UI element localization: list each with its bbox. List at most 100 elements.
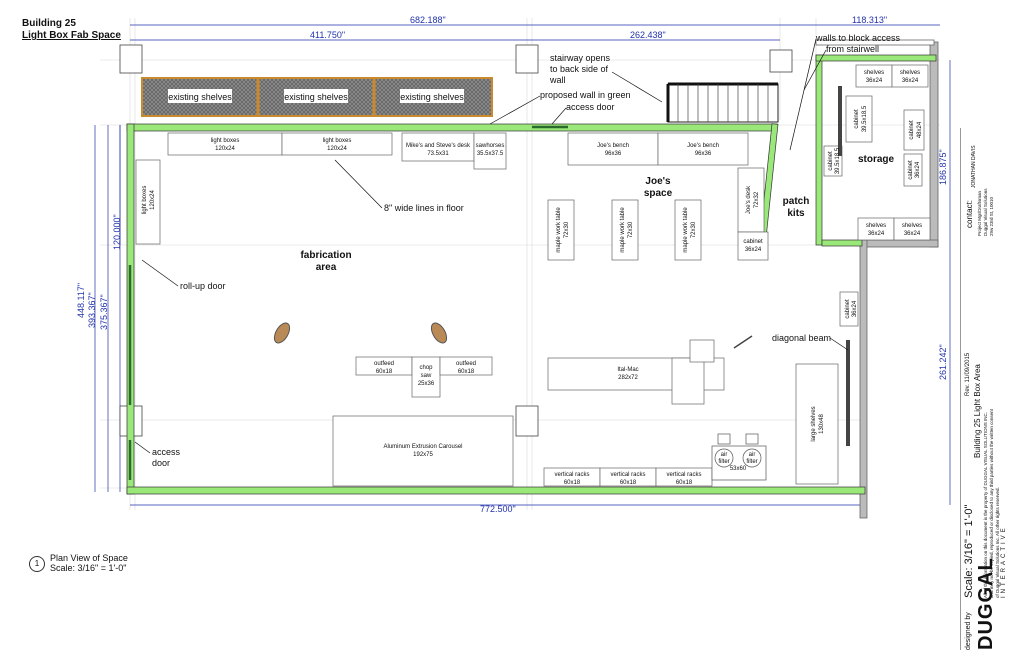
lbl-cab3-a: cabinet (854, 109, 860, 129)
lbl-maple3-a: maple work table (683, 207, 689, 253)
lbl-air1-b: filter (718, 459, 729, 465)
lbl-bench1-b: 96x36 (605, 151, 622, 157)
note-access-door-left-1: access (152, 447, 181, 457)
lbl-chop-c: 25x36 (418, 381, 435, 387)
note-rollup-door: roll-up door (180, 281, 226, 291)
dimension-lines (94, 24, 951, 506)
tb-contact-label: contact: (965, 199, 974, 228)
company-logo: DUGGAL (975, 557, 997, 650)
note-lines-floor: 8" wide lines in floor (384, 203, 464, 213)
lbl-shelves3-b: 36x24 (868, 231, 885, 237)
columns (119, 44, 793, 437)
shelf-label-1: existing shelves (168, 92, 232, 102)
annotations: stairway opens to back side of wall prop… (152, 33, 901, 468)
note-proposed-wall: proposed wall in green (540, 90, 631, 100)
lbl-cab2-a: cabinet (845, 299, 851, 319)
lbl-shelves4-a: shelves (902, 223, 922, 229)
company-logo-sub: INTERACTIVE (1001, 525, 1007, 598)
lbl-outfeed2-a: outfeed (456, 361, 476, 367)
lbl-outfeed1-b: 60x18 (376, 369, 393, 375)
dim-right-bottom: 261.242" (938, 344, 948, 380)
lbl-carousel-b: 192x75 (413, 452, 433, 458)
lbl-vrack1-a: vertical racks (554, 472, 589, 478)
area-patch-2: kits (787, 208, 805, 219)
tb-project: Building 25 Light Box Area (973, 364, 982, 458)
area-joes-2: space (644, 188, 673, 199)
lbl-maple3-b: 72x30 (691, 221, 697, 238)
lbl-air2-b: filter (746, 459, 757, 465)
lbl-lightbox-1a: light boxes (211, 138, 240, 144)
lbl-joesdesk-a: Joe's desk (746, 185, 752, 214)
tb-designed-by: designed by (965, 612, 972, 650)
stairway (666, 82, 779, 123)
view-number: 1 (29, 556, 45, 572)
lbl-bench2-a: Joe's bench (687, 143, 719, 149)
air-filters (711, 433, 767, 481)
dim-top-right: 118.313" (852, 15, 887, 25)
tb-contact-line-1: Project Mgr/Draftsman (977, 190, 982, 236)
drawing-title: Building 25 Light Box Fab Space (22, 18, 121, 42)
area-fabrication-2: area (316, 262, 337, 273)
area-fabrication-1: fabrication (300, 250, 351, 261)
dim-overall-top: 682.188" (410, 15, 446, 25)
lbl-cab1-b: 36x24 (745, 247, 762, 253)
lbl-maple1-b: 72x30 (564, 221, 570, 238)
lbl-air-size: 53x60 (730, 466, 747, 472)
lbl-vrack3-b: 60x18 (676, 480, 693, 486)
note-stairway-2: to back side of (550, 64, 609, 74)
lbl-shelves2-b: 36x24 (902, 78, 919, 84)
title-block: Scale: 3/16" = 1'-0" Rev. 11/09/2015 Bui… (960, 128, 1017, 650)
area-patch-1: patch (783, 196, 810, 207)
lbl-cab5-a: cabinet (909, 120, 915, 140)
lbl-cab6-b: 36x24 (915, 161, 921, 178)
lbl-maple1-a: maple work table (556, 207, 562, 253)
lbl-vrack2-a: vertical racks (610, 472, 645, 478)
dim-left-inner: 375.367" (99, 294, 109, 330)
tb-contact-line-3: 29w 23rd St, 10010 (989, 196, 994, 236)
lbl-outfeed2-b: 60x18 (458, 369, 475, 375)
note-access-door-left-2: door (152, 458, 170, 468)
tb-scale: Scale: 3/16" = 1'-0" (963, 504, 975, 598)
lbl-bench2-b: 96x36 (695, 151, 712, 157)
dim-left-mid: 393.367" (87, 292, 97, 328)
lbl-air2-a: air (749, 452, 756, 458)
lbl-shelves3-a: shelves (866, 223, 886, 229)
lbl-maple2-a: maple work table (620, 207, 626, 253)
tb-rev: Rev. 11/09/2015 (965, 352, 971, 396)
dim-top-mid: 262.438" (630, 30, 666, 40)
note-walls-block-1: walls to block access (815, 33, 901, 43)
view-caption: Plan View of Space Scale: 3/16" = 1'-0" (50, 553, 128, 573)
lbl-large-shelves-b: 130x48 (819, 413, 825, 433)
lbl-outfeed1-a: outfeed (374, 361, 394, 367)
lbl-italmac-a: Ital-Mac (617, 367, 638, 373)
lbl-cab1-a: cabinet (743, 239, 763, 245)
lbl-mike-b: 73.5x31 (427, 151, 449, 157)
lbl-chop-b: saw (421, 373, 432, 379)
lbl-cab2-b: 36x24 (852, 300, 858, 317)
area-storage: storage (858, 154, 895, 165)
lbl-vrack2-b: 60x18 (620, 480, 637, 486)
lbl-saw-b: 35.5x37.5 (477, 151, 504, 157)
lbl-vrack1-b: 60x18 (564, 480, 581, 486)
doors (128, 125, 568, 480)
lbl-chop-a: chop (419, 365, 433, 371)
lbl-lightbox-2a: light boxes (323, 138, 352, 144)
shelf-label-3: existing shelves (400, 92, 464, 102)
tb-contact-name: JONATHAN DAVIS (971, 145, 977, 188)
lbl-lightbox-side-b: 120x24 (150, 189, 156, 209)
shelf-label-2: existing shelves (284, 92, 348, 102)
lbl-lightbox-1b: 120x24 (215, 146, 235, 152)
note-stairway-3: wall (549, 75, 566, 85)
lbl-cab4-a: cabinet (828, 151, 834, 171)
dim-left-short: 120.000" (112, 214, 122, 250)
leader-lines (134, 38, 849, 454)
lbl-large-shelves-a: large shelves (811, 406, 817, 441)
caption-title: Plan View of Space (50, 553, 128, 563)
dim-top-left: 411.750" (310, 30, 345, 40)
lbl-shelves2-a: shelves (900, 70, 920, 76)
furniture (135, 64, 931, 487)
lbl-maple2-b: 72x30 (628, 221, 634, 238)
lbl-cab3-b: 39.5x18.5 (862, 105, 868, 132)
lbl-saw-a: sawhorses (476, 143, 505, 149)
